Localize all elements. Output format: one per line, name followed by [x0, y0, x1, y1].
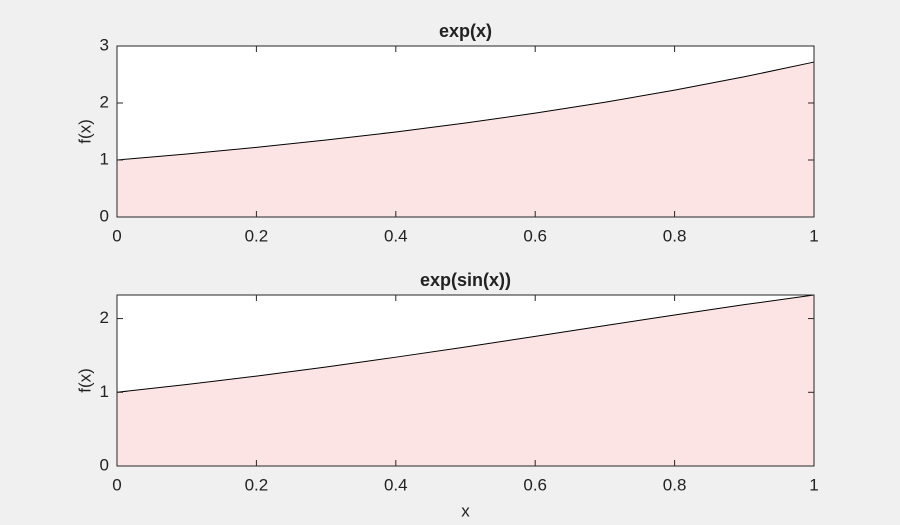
chart-title: exp(x)	[439, 21, 492, 41]
y-tick-label: 0	[100, 206, 109, 225]
x-tick-label: 0.8	[663, 475, 687, 494]
y-tick-label: 2	[100, 308, 109, 327]
area-fill	[117, 62, 814, 217]
chart-title: exp(sin(x))	[420, 270, 511, 290]
x-axis-label: x	[461, 501, 470, 520]
y-axis-label: f(x)	[75, 119, 94, 144]
y-axis-label: f(x)	[75, 368, 94, 393]
x-tick-label: 0.8	[663, 226, 687, 245]
y-tick-label: 2	[100, 92, 109, 111]
x-tick-label: 0.6	[523, 226, 547, 245]
x-tick-label: 0.2	[245, 226, 269, 245]
y-tick-label: 0	[100, 455, 109, 474]
x-tick-label: 0.6	[523, 475, 547, 494]
axes-box	[116, 294, 815, 467]
area-fill	[117, 295, 814, 466]
y-tick-label: 3	[100, 35, 109, 54]
area-line	[116, 294, 815, 393]
area-line	[116, 61, 815, 161]
x-tick-label: 1	[809, 226, 818, 245]
y-tick-label: 1	[100, 149, 109, 168]
x-tick-label: 0	[112, 226, 121, 245]
x-tick-label: 1	[809, 475, 818, 494]
axes-box	[116, 45, 815, 218]
x-tick-label: 0	[112, 475, 121, 494]
y-tick-label: 1	[100, 382, 109, 401]
x-tick-label: 0.4	[384, 475, 408, 494]
x-tick-label: 0.4	[384, 226, 408, 245]
x-tick-label: 0.2	[245, 475, 269, 494]
